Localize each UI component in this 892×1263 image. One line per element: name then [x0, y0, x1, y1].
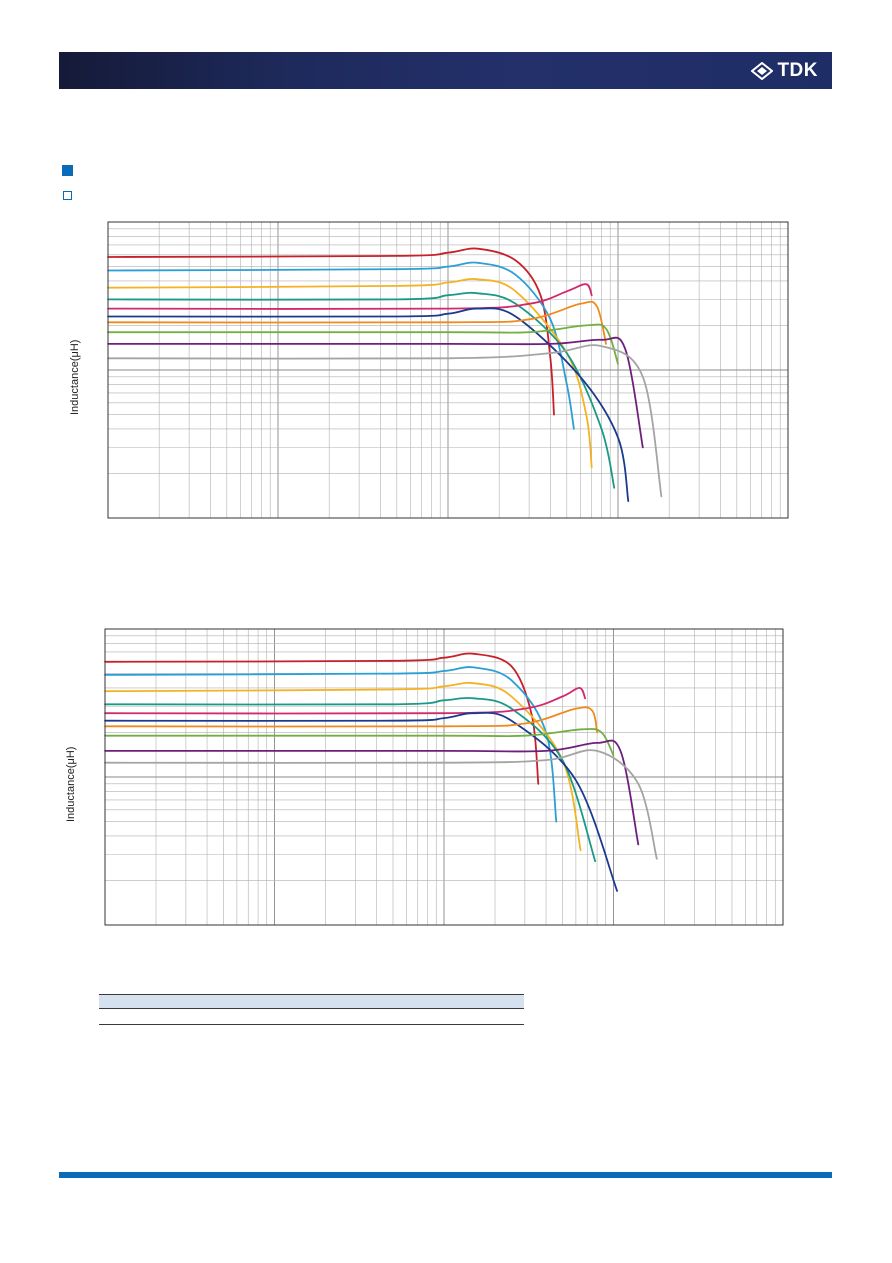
- series-line-10: [107, 344, 663, 498]
- table-bottom-rule: [99, 1024, 524, 1025]
- chart-2-ylabel: Inductance(μH): [65, 746, 77, 822]
- tdk-logo: TDK: [751, 61, 818, 81]
- series-line-1: [104, 652, 540, 785]
- footer-bar: [59, 1172, 832, 1178]
- series-line-8: [104, 728, 615, 757]
- series-line-6: [104, 711, 618, 892]
- series-line-2: [107, 261, 575, 430]
- series-line-7: [104, 706, 598, 734]
- table-divider: [99, 1008, 524, 1009]
- series-line-6: [107, 307, 630, 502]
- series-line-3: [107, 278, 593, 469]
- series-line-4: [107, 291, 616, 489]
- inductance-chart-1: [107, 221, 789, 519]
- logo-text: TDK: [777, 60, 818, 81]
- subsection-bullet-icon: [63, 191, 72, 200]
- chart-1-ylabel: Inductance(μH): [69, 339, 81, 415]
- chart-2-grid: [104, 629, 783, 926]
- series-line-9: [107, 336, 644, 449]
- series-line-9: [104, 739, 640, 846]
- section-bullet-icon: [62, 165, 73, 176]
- inductance-chart-2: [104, 628, 784, 926]
- series-line-4: [104, 697, 597, 863]
- series-line-1: [107, 247, 555, 416]
- series-line-5: [107, 283, 593, 310]
- series-line-5: [104, 687, 586, 715]
- plot-frame: [107, 221, 789, 519]
- header-bar: TDK: [59, 52, 832, 89]
- table-header-row: [99, 994, 524, 1008]
- tdk-emblem-icon: [751, 62, 774, 80]
- series-line-7: [107, 300, 607, 345]
- series-line-8: [107, 323, 619, 365]
- series-line-10: [104, 749, 658, 860]
- plot-frame: [104, 628, 784, 926]
